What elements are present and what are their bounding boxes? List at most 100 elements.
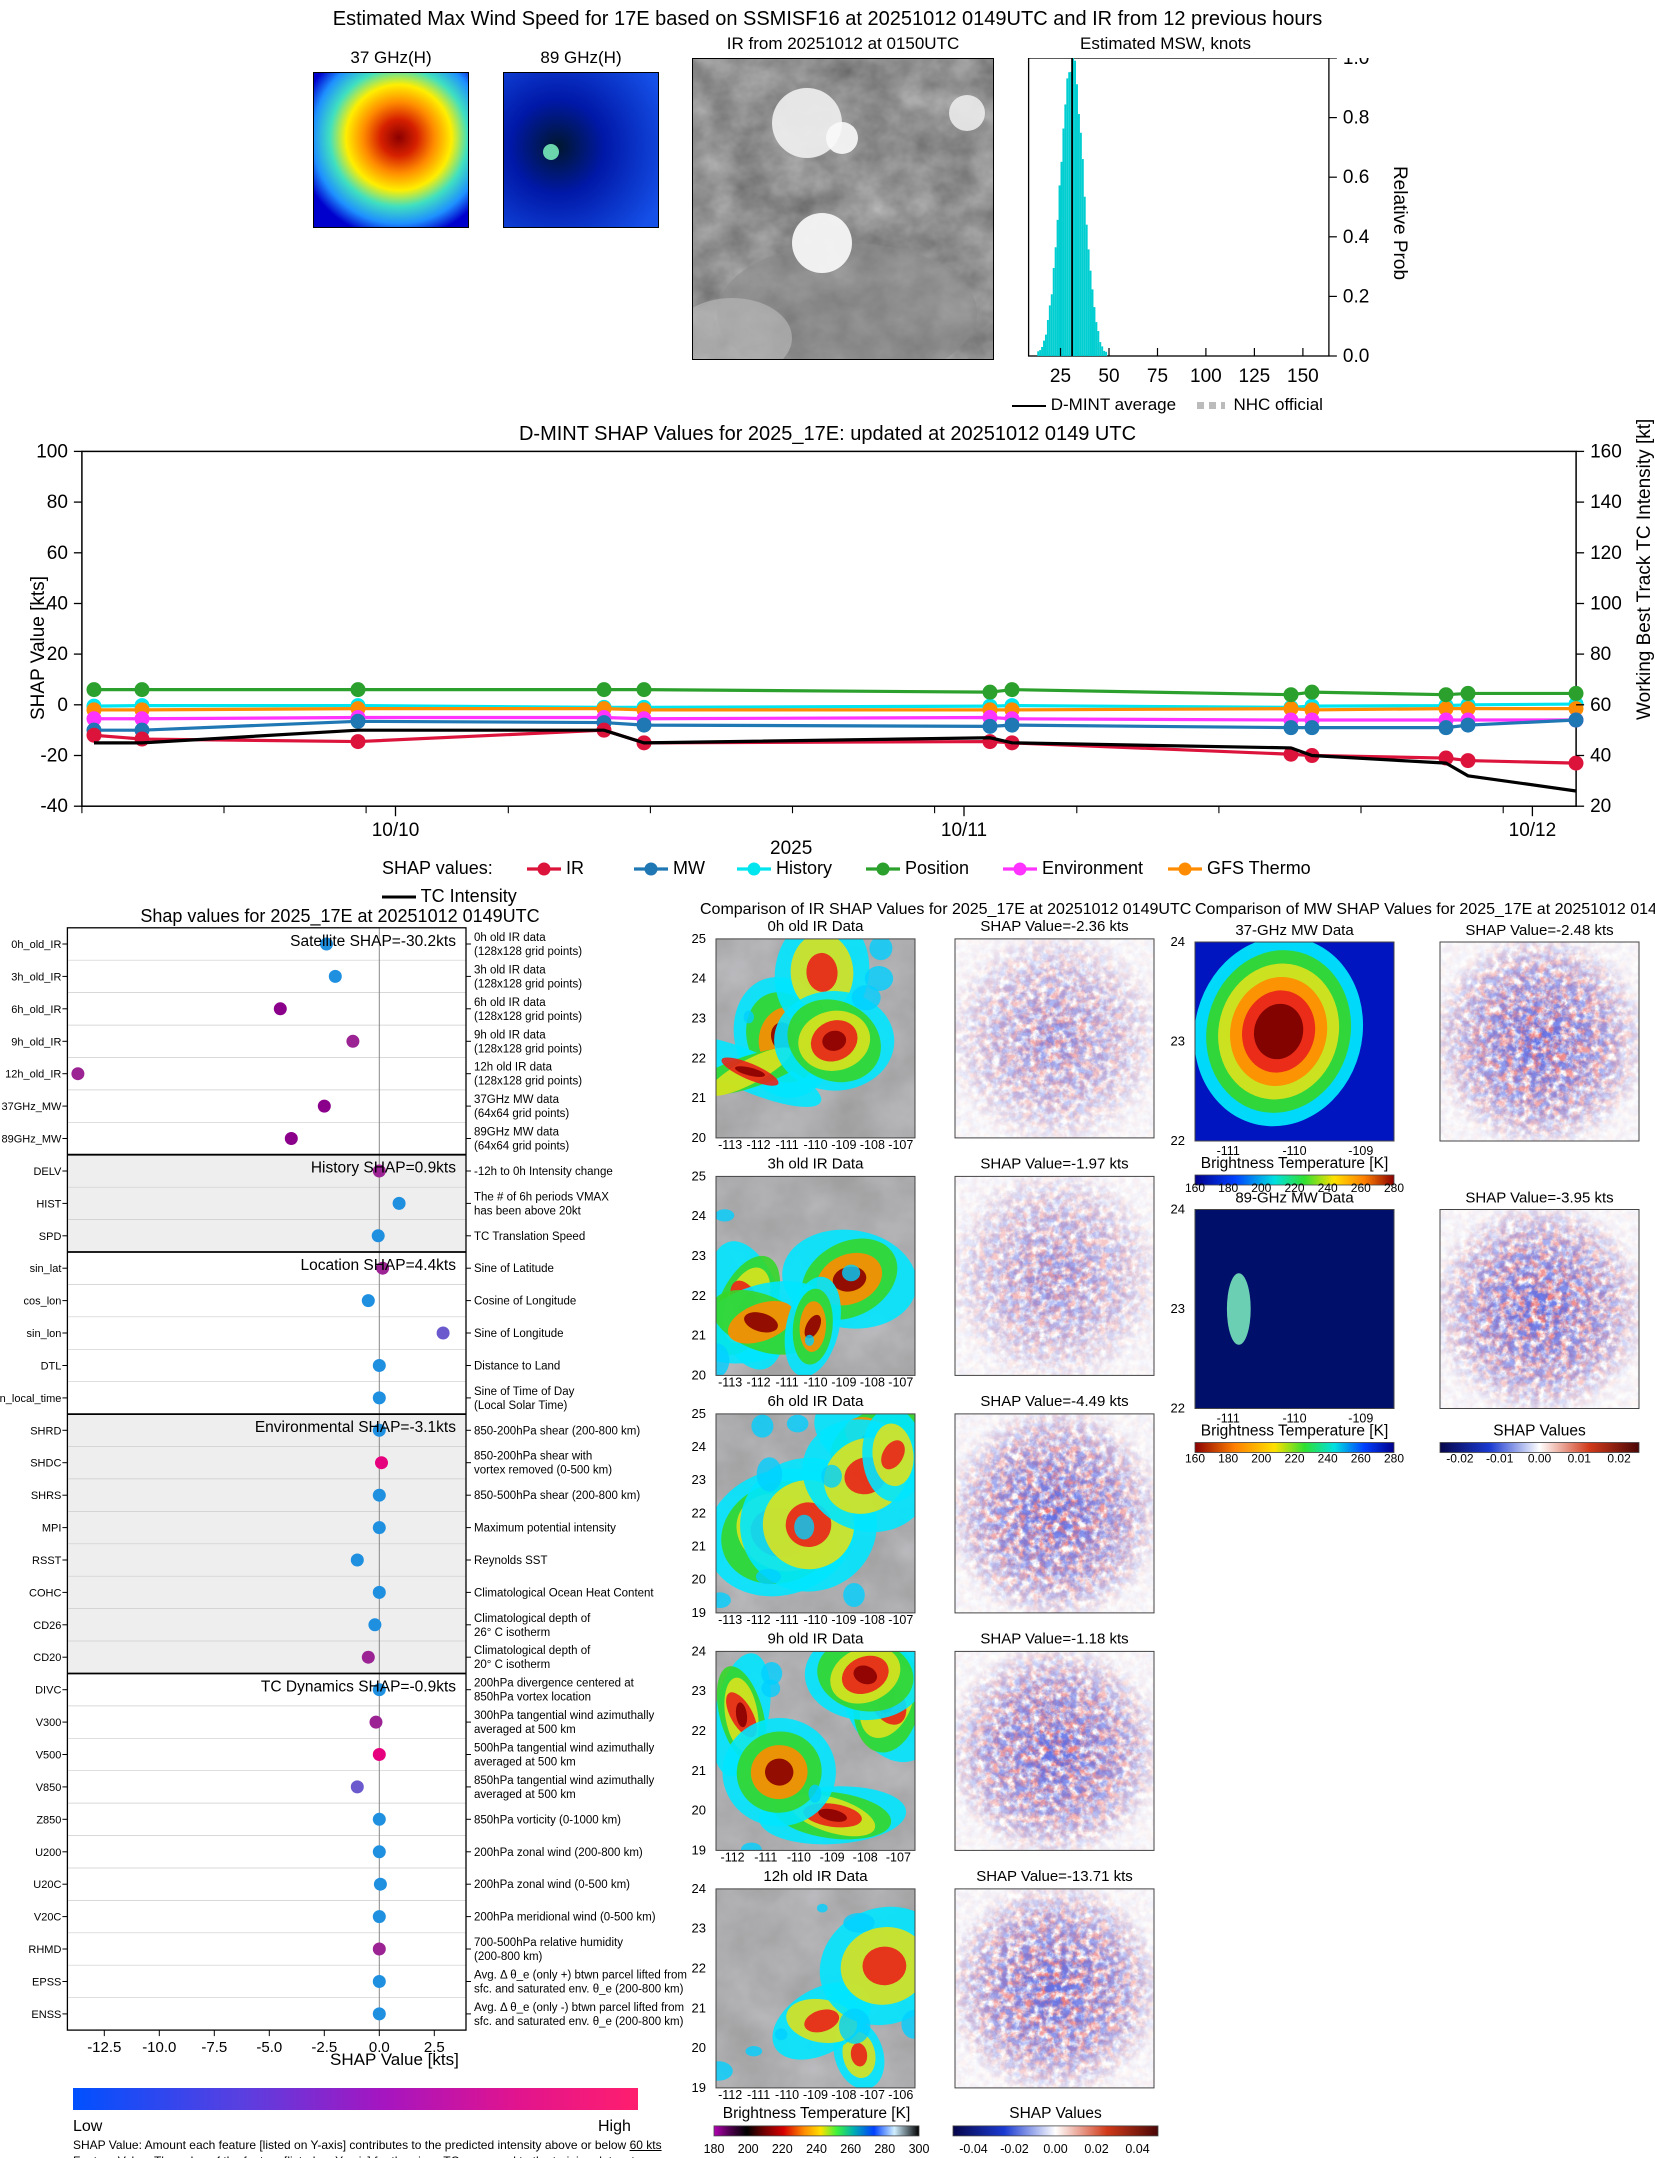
svg-text:24: 24 [1171, 934, 1185, 949]
svg-text:23: 23 [1171, 1034, 1185, 1049]
svg-text:280: 280 [874, 2142, 895, 2156]
svg-text:-108: -108 [860, 1138, 885, 1152]
svg-text:240: 240 [1318, 1452, 1338, 1466]
svg-text:180: 180 [1218, 1452, 1238, 1466]
svg-text:19: 19 [692, 1605, 706, 1620]
svg-text:280: 280 [1384, 1181, 1404, 1195]
svg-text:-107: -107 [860, 2088, 885, 2102]
svg-text:-112: -112 [747, 1613, 771, 1627]
svg-text:22: 22 [692, 1961, 706, 1976]
svg-text:-109: -109 [803, 2088, 828, 2102]
svg-text:22: 22 [1171, 1133, 1185, 1148]
svg-text:-111: -111 [776, 1375, 799, 1389]
svg-text:-112: -112 [747, 1375, 771, 1389]
svg-text:-109: -109 [820, 1850, 845, 1864]
svg-text:260: 260 [840, 2142, 861, 2156]
svg-text:21: 21 [692, 2000, 706, 2015]
svg-text:22: 22 [1171, 1401, 1185, 1416]
svg-text:-113: -113 [718, 1138, 742, 1152]
svg-text:-111: -111 [776, 1138, 799, 1152]
svg-text:220: 220 [1284, 1181, 1304, 1195]
svg-text:220: 220 [772, 2142, 793, 2156]
svg-text:24: 24 [692, 1208, 706, 1223]
svg-text:200: 200 [738, 2142, 759, 2156]
svg-text:12h old IR Data: 12h old IR Data [763, 1868, 868, 1885]
svg-text:-113: -113 [718, 1375, 742, 1389]
svg-text:-108: -108 [831, 2088, 856, 2102]
svg-text:-0.02: -0.02 [1446, 1452, 1474, 1466]
svg-text:-0.01: -0.01 [1486, 1452, 1514, 1466]
svg-text:-109: -109 [831, 1138, 856, 1152]
svg-text:21: 21 [692, 1539, 706, 1554]
svg-text:21: 21 [692, 1090, 706, 1105]
svg-text:-110: -110 [803, 1138, 827, 1152]
svg-text:-108: -108 [860, 1613, 885, 1627]
svg-text:6h old IR Data: 6h old IR Data [768, 1393, 865, 1410]
svg-text:-112: -112 [721, 1850, 745, 1864]
svg-text:-110: -110 [803, 1613, 827, 1627]
svg-text:23: 23 [692, 1011, 706, 1026]
svg-text:-112: -112 [718, 2088, 742, 2102]
svg-text:3h old IR Data: 3h old IR Data [768, 1155, 865, 1172]
svg-text:280: 280 [1384, 1452, 1404, 1466]
svg-text:24: 24 [692, 1643, 706, 1658]
svg-text:-109: -109 [831, 1613, 856, 1627]
svg-text:180: 180 [1218, 1181, 1238, 1195]
svg-text:240: 240 [806, 2142, 827, 2156]
svg-text:-107: -107 [888, 1375, 913, 1389]
svg-text:SHAP Values: SHAP Values [1493, 1423, 1586, 1440]
svg-text:9h old IR Data: 9h old IR Data [768, 1630, 865, 1647]
svg-text:-109: -109 [831, 1375, 856, 1389]
svg-text:0.01: 0.01 [1568, 1452, 1592, 1466]
svg-text:-107: -107 [888, 1138, 913, 1152]
svg-text:300: 300 [909, 2142, 930, 2156]
svg-text:0.00: 0.00 [1528, 1452, 1552, 1466]
svg-text:Brightness Temperature [K]: Brightness Temperature [K] [1201, 1423, 1389, 1440]
svg-text:25: 25 [692, 1406, 706, 1421]
svg-text:-107: -107 [886, 1850, 911, 1864]
svg-text:SHAP Values: SHAP Values [1009, 2105, 1102, 2122]
svg-text:24: 24 [692, 1881, 706, 1896]
svg-text:25: 25 [692, 1168, 706, 1183]
svg-text:-0.02: -0.02 [1000, 2142, 1029, 2156]
svg-text:-113: -113 [718, 1613, 742, 1627]
svg-text:20: 20 [692, 1572, 706, 1587]
svg-text:0.04: 0.04 [1125, 2142, 1149, 2156]
svg-text:25: 25 [692, 931, 706, 946]
svg-text:23: 23 [692, 1921, 706, 1936]
svg-text:-112: -112 [747, 1138, 771, 1152]
svg-text:260: 260 [1351, 1452, 1371, 1466]
svg-text:-108: -108 [860, 1375, 885, 1389]
svg-text:SHAP Value=-2.48 kts: SHAP Value=-2.48 kts [1465, 922, 1613, 939]
svg-text:240: 240 [1318, 1181, 1338, 1195]
svg-text:Brightness Temperature [K]: Brightness Temperature [K] [1201, 1155, 1389, 1172]
svg-text:20: 20 [692, 1367, 706, 1382]
svg-text:220: 220 [1284, 1452, 1304, 1466]
svg-text:160: 160 [1185, 1452, 1205, 1466]
svg-text:Brightness Temperature [K]: Brightness Temperature [K] [723, 2105, 911, 2122]
svg-text:20: 20 [692, 2040, 706, 2055]
svg-text:-106: -106 [888, 2088, 913, 2102]
svg-text:SHAP Value=-3.95 kts: SHAP Value=-3.95 kts [1465, 1190, 1613, 1207]
svg-text:23: 23 [1171, 1301, 1185, 1316]
svg-text:180: 180 [704, 2142, 725, 2156]
svg-text:SHAP Value=-4.49 kts: SHAP Value=-4.49 kts [980, 1393, 1128, 1410]
svg-text:19: 19 [692, 2080, 706, 2095]
svg-text:SHAP Value=-13.71 kts: SHAP Value=-13.71 kts [976, 1868, 1133, 1885]
svg-text:160: 160 [1185, 1181, 1205, 1195]
svg-text:200: 200 [1251, 1452, 1271, 1466]
svg-text:37-GHz MW Data: 37-GHz MW Data [1235, 922, 1354, 939]
svg-text:SHAP Value=-1.97 kts: SHAP Value=-1.97 kts [980, 1155, 1128, 1172]
svg-text:0.02: 0.02 [1084, 2142, 1108, 2156]
svg-text:-111: -111 [776, 1613, 799, 1627]
svg-text:SHAP Value=-2.36 kts: SHAP Value=-2.36 kts [980, 918, 1128, 935]
svg-text:-111: -111 [747, 2088, 770, 2102]
svg-text:22: 22 [692, 1723, 706, 1738]
svg-text:22: 22 [692, 1050, 706, 1065]
svg-text:-110: -110 [803, 1375, 827, 1389]
svg-text:20: 20 [692, 1803, 706, 1818]
svg-text:200: 200 [1251, 1181, 1271, 1195]
svg-text:21: 21 [692, 1763, 706, 1778]
svg-text:-111: -111 [754, 1850, 777, 1864]
svg-text:24: 24 [1171, 1202, 1185, 1217]
